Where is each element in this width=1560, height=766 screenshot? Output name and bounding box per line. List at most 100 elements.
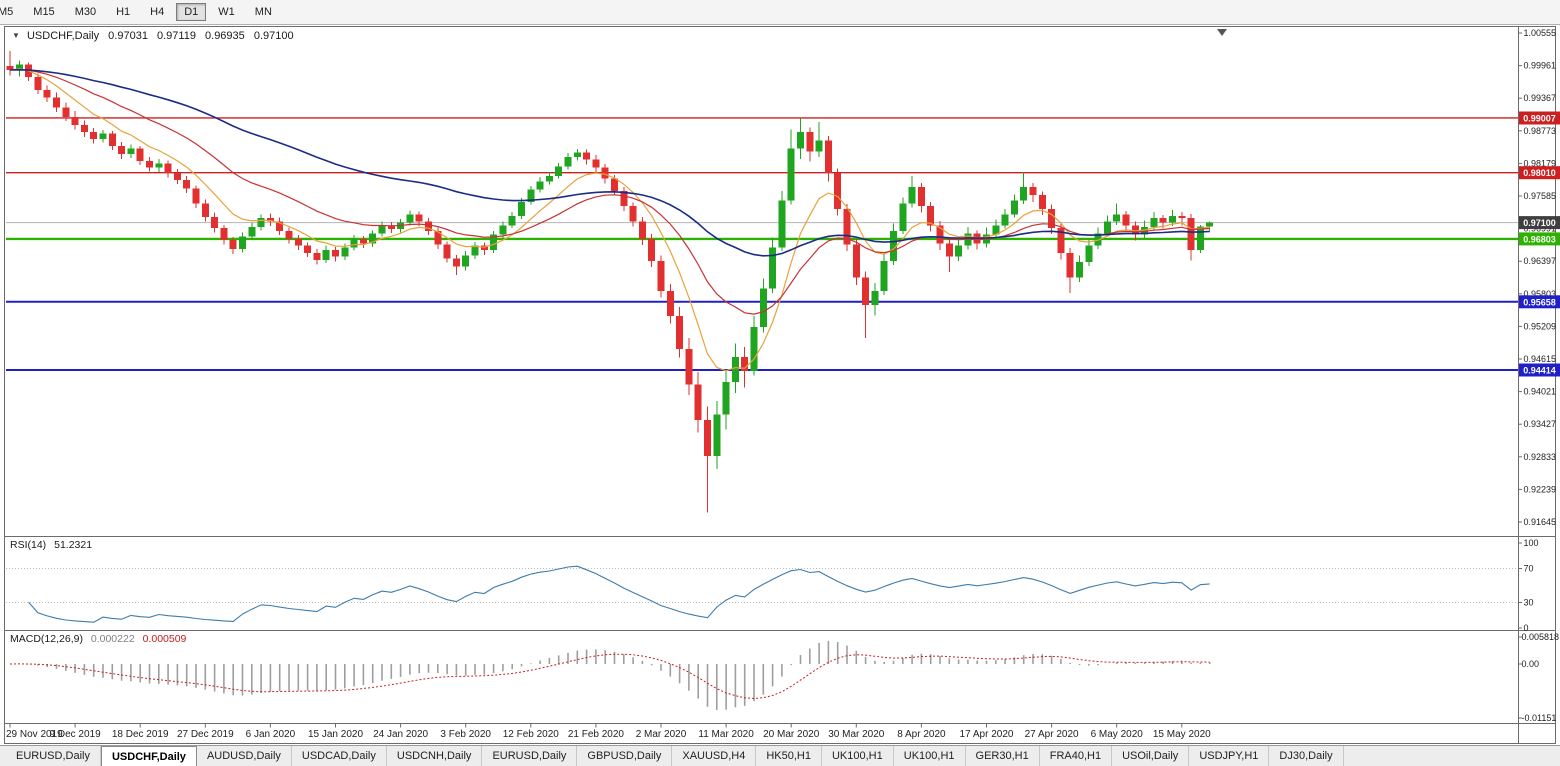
level-price-tag-0.99007: 0.99007 <box>1519 111 1560 125</box>
timeframe-h1[interactable]: H1 <box>116 6 131 18</box>
macd-signal-value: 0.000509 <box>142 633 187 645</box>
svg-text:17 Apr 2020: 17 Apr 2020 <box>960 729 1014 740</box>
svg-text:21 Feb 2020: 21 Feb 2020 <box>568 729 625 740</box>
svg-text:0.99007: 0.99007 <box>1523 113 1556 123</box>
svg-text:15 Jan 2020: 15 Jan 2020 <box>308 729 363 740</box>
candlesticks <box>6 50 1214 513</box>
legend-close: 0.97100 <box>253 30 294 42</box>
price-axis[interactable]: 1.00555 0.99961 0.99367 0.98773 0.98179 0.975… <box>1518 28 1557 527</box>
svg-text:0.91645: 0.91645 <box>1524 517 1557 527</box>
svg-text:9 Dec 2019: 9 Dec 2019 <box>50 729 102 740</box>
svg-text:8 Apr 2020: 8 Apr 2020 <box>897 729 946 740</box>
svg-text:0.97100: 0.97100 <box>1523 218 1556 228</box>
legend-open: 0.97031 <box>108 30 148 42</box>
svg-text:0: 0 <box>1524 623 1529 633</box>
svg-text:2 Mar 2020: 2 Mar 2020 <box>636 729 687 740</box>
tab-gbpusd-daily[interactable]: GBPUSD,Daily <box>577 746 673 766</box>
svg-text:0.98010: 0.98010 <box>1523 168 1556 178</box>
tab-uk100-h1[interactable]: UK100,H1 <box>822 746 894 766</box>
timeframe-mn[interactable]: MN <box>254 6 272 18</box>
level-price-tag-0.98010: 0.98010 <box>1519 166 1560 180</box>
svg-text:27 Apr 2020: 27 Apr 2020 <box>1025 729 1079 740</box>
tab-dj30-daily[interactable]: DJ30,Daily <box>1269 746 1344 766</box>
ma-21-line <box>9 68 1210 315</box>
svg-text:0.99961: 0.99961 <box>1524 61 1557 71</box>
macd-signal-line <box>9 653 1210 700</box>
tab-usdjpy-h1[interactable]: USDJPY,H1 <box>1189 746 1270 766</box>
tab-fra40-h1[interactable]: FRA40,H1 <box>1040 746 1113 766</box>
svg-text:0.99367: 0.99367 <box>1524 93 1557 103</box>
svg-text:30 Mar 2020: 30 Mar 2020 <box>828 729 885 740</box>
timeframe-d1[interactable]: D1 <box>176 3 207 21</box>
timeframe-toolbar: M5 M15 M30 H1 H4 D1 W1 MN <box>0 0 1560 25</box>
chart-frame <box>4 26 1556 744</box>
rsi-pane <box>6 565 1518 623</box>
svg-text:70: 70 <box>1524 564 1534 574</box>
tab-usdchf-daily[interactable]: USDCHF,Daily <box>100 746 197 766</box>
svg-text:100: 100 <box>1524 538 1539 548</box>
svg-text:24 Jan 2020: 24 Jan 2020 <box>373 729 428 740</box>
tab-hk50-h1[interactable]: HK50,H1 <box>756 746 822 766</box>
macd-value: 0.000222 <box>90 633 135 645</box>
legend-low: 0.96935 <box>205 30 245 42</box>
svg-text:30: 30 <box>1524 598 1534 608</box>
ma-55-line <box>9 68 1210 257</box>
svg-text:1.00555: 1.00555 <box>1524 28 1557 38</box>
svg-text:15 May 2020: 15 May 2020 <box>1153 729 1211 740</box>
tab-usoil-daily[interactable]: USOil,Daily <box>1112 746 1190 766</box>
svg-text:0.96397: 0.96397 <box>1524 256 1557 266</box>
tab-xauusd-h4[interactable]: XAUUSD,H4 <box>672 746 757 766</box>
svg-text:0.92833: 0.92833 <box>1524 452 1557 462</box>
timeframe-m30[interactable]: M30 <box>74 6 97 18</box>
ma-8-line <box>9 68 1210 372</box>
legend-high: 0.97119 <box>157 30 196 42</box>
svg-text:11 Mar 2020: 11 Mar 2020 <box>698 729 754 740</box>
timeframe-h4[interactable]: H4 <box>150 6 165 18</box>
rsi-line <box>28 565 1210 623</box>
svg-text:0.98179: 0.98179 <box>1524 158 1557 168</box>
tab-eurusd-daily[interactable]: EURUSD,Daily <box>6 746 101 766</box>
rsi-indicator-label: RSI(14) 51.2321 <box>10 539 92 551</box>
svg-text:3 Feb 2020: 3 Feb 2020 <box>440 729 491 740</box>
svg-text:18 Dec 2019: 18 Dec 2019 <box>112 729 169 740</box>
tab-uk100-h1[interactable]: UK100,H1 <box>894 746 966 766</box>
moving-averages <box>9 68 1210 372</box>
svg-text:29 Nov 2019: 29 Nov 2019 <box>6 729 63 740</box>
chart-legend: ▼ USDCHF,Daily 0.97031 0.97119 0.96935 0… <box>12 30 294 42</box>
svg-text:-0.01151: -0.01151 <box>1522 713 1557 723</box>
macd-pane <box>9 640 1211 710</box>
tab-audusd-daily[interactable]: AUDUSD,Daily <box>197 746 292 766</box>
level-price-tag-0.95658: 0.95658 <box>1519 295 1560 309</box>
svg-text:27 Dec 2019: 27 Dec 2019 <box>177 729 234 740</box>
svg-text:0.95658: 0.95658 <box>1523 297 1556 307</box>
svg-text:0.92239: 0.92239 <box>1524 484 1557 494</box>
legend-symbol: USDCHF,Daily <box>26 30 100 42</box>
symbol-dropdown-icon[interactable]: ▼ <box>12 31 20 40</box>
symbol-tab-bar: EURUSD,Daily USDCHF,Daily AUDUSD,Daily USDC… <box>0 745 1560 766</box>
macd-indicator-label: MACD(12,26,9) 0.000222 0.000509 <box>10 633 186 645</box>
timeframe-m5[interactable]: M5 <box>0 6 14 18</box>
timeframe-m15[interactable]: M15 <box>33 6 55 18</box>
svg-text:0.97585: 0.97585 <box>1524 191 1557 201</box>
svg-text:12 Feb 2020: 12 Feb 2020 <box>503 729 560 740</box>
svg-text:0.93427: 0.93427 <box>1524 419 1557 429</box>
macd-name: MACD(12,26,9) <box>10 633 83 645</box>
svg-text:0.94021: 0.94021 <box>1524 387 1557 397</box>
svg-text:0.96803: 0.96803 <box>1523 234 1556 244</box>
tab-usdcad-daily[interactable]: USDCAD,Daily <box>292 746 387 766</box>
chart-shift-marker[interactable] <box>1217 29 1227 36</box>
chart-canvas[interactable]: 1.00555 0.99961 0.99367 0.98773 0.98179 0.975… <box>0 0 1560 745</box>
svg-text:0.95803: 0.95803 <box>1524 289 1557 299</box>
svg-text:0.005818: 0.005818 <box>1522 632 1560 642</box>
tab-eurusd-daily[interactable]: EURUSD,Daily <box>482 746 578 766</box>
svg-text:6 Jan 2020: 6 Jan 2020 <box>246 729 296 740</box>
level-price-tag-0.96803: 0.96803 <box>1519 232 1560 246</box>
svg-text:0.00: 0.00 <box>1522 659 1540 669</box>
tab-ger30-h1[interactable]: GER30,H1 <box>966 746 1040 766</box>
timeframe-w1[interactable]: W1 <box>218 6 235 18</box>
svg-text:0.94414: 0.94414 <box>1523 366 1556 376</box>
tab-usdcnh-daily[interactable]: USDCNH,Daily <box>387 746 483 766</box>
svg-text:20 Mar 2020: 20 Mar 2020 <box>763 729 820 740</box>
svg-text:0.98773: 0.98773 <box>1524 126 1557 136</box>
